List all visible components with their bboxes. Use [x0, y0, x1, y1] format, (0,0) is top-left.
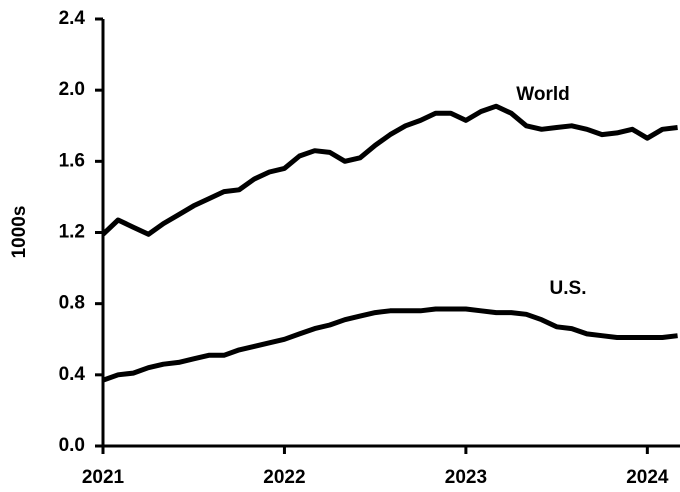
- line-series: [102, 306, 678, 383]
- y-tick-label: 0.8: [59, 293, 85, 314]
- y-axis-label: 1000s: [9, 206, 30, 259]
- y-tick-label: 2.0: [59, 79, 85, 100]
- x-tick-label: 2021: [82, 467, 125, 488]
- x-tick-label: 2022: [263, 467, 305, 488]
- x-tick-label: 2024: [626, 467, 669, 488]
- y-tick-label: 0.4: [59, 364, 86, 385]
- series-label: World: [516, 84, 569, 105]
- y-tick-label: 1.2: [59, 222, 85, 243]
- line-series: [101, 103, 678, 237]
- x-tick-label: 2023: [445, 467, 487, 488]
- series-label: U.S.: [550, 278, 587, 299]
- y-tick-label: 2.4: [59, 8, 86, 29]
- y-tick-label: 0.0: [59, 435, 85, 456]
- y-tick-label: 1.6: [59, 150, 85, 171]
